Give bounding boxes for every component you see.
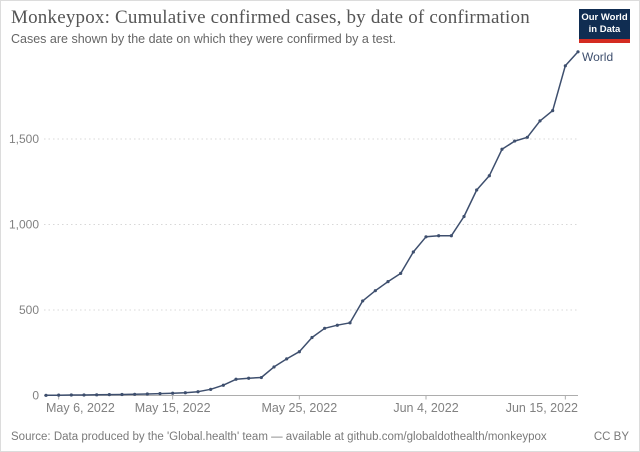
data-point[interactable] — [285, 357, 289, 361]
data-point[interactable] — [323, 326, 327, 330]
data-point[interactable] — [57, 393, 61, 397]
source-note: Source: Data produced by the 'Global.hea… — [11, 431, 547, 443]
data-point[interactable] — [158, 392, 162, 396]
y-axis-tick-label: 1,500 — [9, 132, 39, 146]
x-axis-tick-label: May 25, 2022 — [261, 401, 337, 415]
x-axis-tick-label: May 6, 2022 — [46, 401, 115, 415]
data-point[interactable] — [386, 280, 390, 284]
data-point[interactable] — [424, 235, 428, 239]
data-point[interactable] — [538, 119, 542, 123]
data-point[interactable] — [209, 387, 213, 391]
data-point[interactable] — [513, 139, 517, 143]
owid-logo[interactable]: Our World in Data — [579, 9, 630, 43]
x-axis-tick-label: May 15, 2022 — [135, 401, 211, 415]
x-axis-tick-label: Jun 4, 2022 — [393, 401, 458, 415]
data-point[interactable] — [462, 214, 466, 219]
data-point[interactable] — [82, 393, 86, 397]
data-point[interactable] — [487, 174, 491, 178]
license-link[interactable]: CC BY — [593, 431, 629, 443]
data-point[interactable] — [335, 323, 339, 327]
owid-logo-line2: in Data — [588, 23, 621, 35]
data-point[interactable] — [361, 299, 365, 303]
chart-title: Monkeypox: Cumulative confirmed cases, b… — [11, 7, 530, 28]
data-point[interactable] — [120, 392, 124, 397]
data-point[interactable] — [145, 392, 149, 396]
data-point[interactable] — [500, 147, 504, 151]
data-point[interactable] — [551, 109, 555, 113]
series-label-world[interactable]: World — [582, 50, 613, 64]
y-axis-tick-label: 500 — [19, 303, 39, 317]
data-point[interactable] — [221, 383, 225, 387]
data-point[interactable] — [576, 50, 580, 54]
y-axis-tick-label: 0 — [32, 389, 39, 403]
data-point[interactable] — [107, 393, 111, 397]
data-point[interactable] — [310, 335, 314, 340]
data-point[interactable] — [563, 64, 567, 68]
data-point[interactable] — [272, 365, 276, 369]
data-point[interactable] — [95, 393, 99, 397]
chart-subtitle: Cases are shown by the date on which the… — [11, 32, 396, 46]
series-line-world[interactable] — [45, 51, 579, 397]
x-axis-tick-label: Jun 15, 2022 — [506, 401, 578, 415]
data-point[interactable] — [171, 391, 175, 395]
data-point[interactable] — [525, 135, 529, 139]
data-point[interactable] — [133, 392, 137, 396]
data-point[interactable] — [297, 350, 301, 354]
data-point[interactable] — [475, 188, 479, 192]
data-point[interactable] — [373, 289, 377, 293]
data-point[interactable] — [449, 234, 453, 238]
data-point[interactable] — [247, 376, 251, 380]
data-point[interactable] — [183, 391, 187, 395]
y-axis-tick-label: 1,000 — [9, 218, 39, 232]
data-point[interactable] — [69, 393, 73, 397]
data-point[interactable] — [44, 393, 48, 397]
data-point[interactable] — [234, 377, 238, 381]
data-point[interactable] — [411, 250, 415, 254]
data-point[interactable] — [259, 375, 263, 380]
data-point[interactable] — [196, 390, 200, 394]
data-point[interactable] — [348, 321, 352, 325]
owid-logo-line1: Our World — [581, 12, 628, 23]
data-point[interactable] — [399, 271, 403, 276]
data-point[interactable] — [437, 234, 441, 238]
